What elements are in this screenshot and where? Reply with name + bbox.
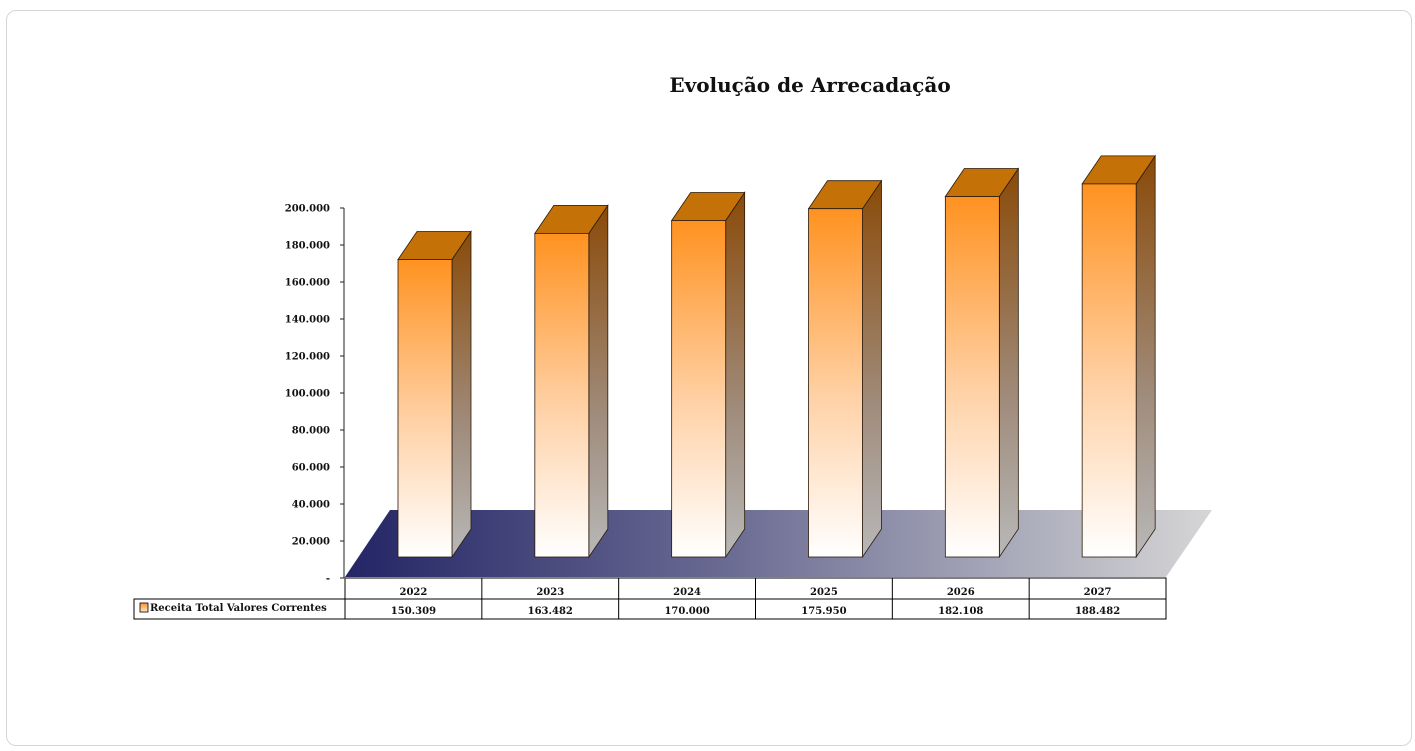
- bar-front: [534, 232, 590, 558]
- y-tick-label: 20.000: [292, 537, 330, 548]
- bar-front: [671, 220, 727, 558]
- data-label: 163.482: [528, 606, 573, 617]
- chart-title: Evolução de Arrecadação: [669, 73, 950, 97]
- legend-swatch: [139, 602, 149, 613]
- y-axis: - 20.000 40.000 60.000 80.000 100.000 120.000 1…: [285, 204, 345, 585]
- y-tick-label: -: [326, 574, 330, 585]
- data-label: 182.108: [938, 606, 983, 617]
- x-category-label: 2026: [947, 587, 975, 598]
- y-tick-label: 200.000: [285, 204, 330, 215]
- data-label: 188.482: [1075, 606, 1120, 617]
- bar-side: [998, 167, 1019, 559]
- data-label: 170.000: [664, 606, 709, 617]
- x-category-label: 2023: [536, 587, 564, 598]
- y-tick-label: 120.000: [285, 352, 330, 363]
- x-category-label: 2022: [399, 587, 427, 598]
- bar: [944, 167, 1020, 559]
- bar: [397, 230, 472, 559]
- y-tick-label: 80.000: [292, 426, 330, 437]
- bar: [534, 204, 609, 559]
- y-tick-label: 100.000: [285, 389, 330, 400]
- y-tick-label: 60.000: [292, 463, 330, 474]
- bar: [1081, 154, 1156, 559]
- bar-side: [588, 204, 609, 559]
- bar-front: [397, 259, 453, 558]
- bar-side: [862, 179, 882, 559]
- x-category-label: 2024: [673, 587, 701, 598]
- y-tick-label: 40.000: [292, 500, 330, 511]
- data-table: 2022 2023 2024 2025 2026 2027 150.309 163.482 17…: [133, 577, 1167, 620]
- bar-front: [808, 208, 863, 558]
- y-tick-label: 180.000: [285, 241, 330, 252]
- data-label: 150.309: [391, 606, 436, 617]
- legend-label: Receita Total Valores Correntes: [150, 603, 327, 614]
- bar-side: [451, 230, 472, 559]
- bar-side: [725, 191, 746, 559]
- bar-side: [1135, 154, 1156, 559]
- bars: [397, 154, 1156, 559]
- bar: [807, 179, 883, 559]
- y-tick-label: 140.000: [285, 315, 330, 326]
- bar-front: [1081, 183, 1137, 558]
- bar-front: [944, 196, 1000, 558]
- y-tick-label: 160.000: [285, 278, 330, 289]
- bar: [670, 191, 746, 559]
- x-category-label: 2025: [810, 587, 838, 598]
- data-label: 175.950: [801, 606, 846, 617]
- x-category-label: 2027: [1084, 587, 1112, 598]
